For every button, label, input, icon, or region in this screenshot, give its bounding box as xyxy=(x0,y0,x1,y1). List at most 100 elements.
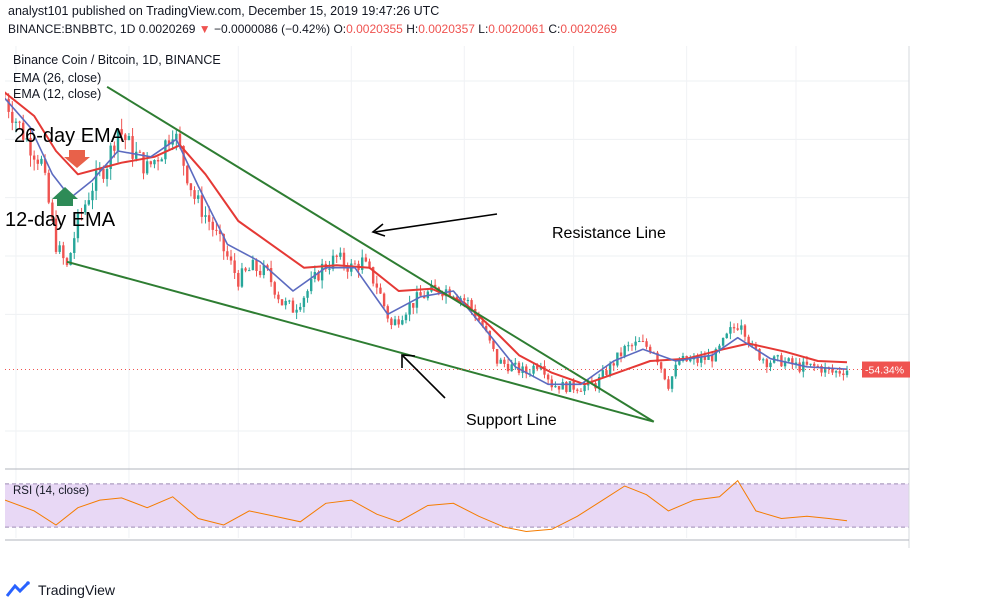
candle-body xyxy=(419,292,422,296)
symbol-ohlc-line: BINANCE:BNBBTC, 1D 0.0020269 ▼ −0.000008… xyxy=(8,22,617,36)
candle-body xyxy=(674,364,677,377)
candle-body xyxy=(794,362,798,365)
candle-body xyxy=(495,348,499,364)
candle-body xyxy=(273,282,276,295)
candle-body xyxy=(408,303,411,315)
candle-body xyxy=(707,354,710,360)
candle-body xyxy=(813,363,816,366)
candle-body xyxy=(754,344,758,349)
candle-body xyxy=(393,319,397,326)
candle-body xyxy=(503,359,506,364)
candle-body xyxy=(576,389,579,391)
candle-body xyxy=(353,263,357,265)
candle-body xyxy=(262,265,266,276)
candle-body xyxy=(484,326,488,331)
candle-body xyxy=(211,221,214,230)
candle-body xyxy=(138,151,142,153)
candle-body xyxy=(302,297,306,307)
candle-body xyxy=(470,300,473,310)
candle-body xyxy=(747,336,750,345)
price-chart[interactable]: 0.00450000.00400000.00350000.00300000.00… xyxy=(5,46,910,548)
candle-body xyxy=(659,362,663,369)
candle-body xyxy=(222,233,225,252)
candle-body xyxy=(641,341,645,343)
candle-body xyxy=(663,368,666,380)
candle-body xyxy=(572,381,575,390)
candle-body xyxy=(207,215,211,222)
candle-body xyxy=(845,370,849,376)
ema26-annotation: 26-day EMA xyxy=(14,125,125,147)
candle-body xyxy=(670,376,674,389)
candle-body xyxy=(492,340,495,349)
ema-lines xyxy=(5,91,848,386)
resistance-annotation: Resistance Line xyxy=(552,225,666,242)
candle-body xyxy=(546,374,550,380)
candle-body xyxy=(186,165,189,184)
candle-body xyxy=(627,345,630,347)
candle-body xyxy=(309,278,313,292)
candle-body xyxy=(645,341,648,347)
axes: 0.00450000.00400000.00350000.00300000.00… xyxy=(5,46,910,548)
candle-body xyxy=(397,319,400,325)
candle-body xyxy=(291,300,295,313)
candle-body xyxy=(335,255,338,257)
candle-body xyxy=(725,333,728,339)
candle-body xyxy=(269,268,273,283)
candle-body xyxy=(371,267,375,284)
candle-body xyxy=(306,291,309,298)
candle-body xyxy=(237,272,240,287)
candle-body xyxy=(838,371,841,374)
candle-body xyxy=(127,136,131,141)
candle-body xyxy=(568,381,572,392)
candle-body xyxy=(601,370,605,378)
candle-body xyxy=(258,270,262,276)
candle-body xyxy=(124,134,127,141)
up-arrow-marker-icon xyxy=(52,187,78,206)
candle-body xyxy=(131,136,134,159)
candle-body xyxy=(178,133,182,147)
candle-body xyxy=(277,294,280,300)
rsi-label: RSI (14, close) xyxy=(13,485,89,497)
candle-body xyxy=(831,368,834,373)
candle-body xyxy=(102,168,105,179)
candle-body xyxy=(481,320,484,327)
candle-body xyxy=(379,287,382,294)
candle-body xyxy=(805,361,809,365)
candle-body xyxy=(390,318,393,326)
candle-body xyxy=(229,256,233,261)
candle-body xyxy=(608,363,612,376)
footer[interactable]: TradingView xyxy=(6,581,115,599)
candle-body xyxy=(105,168,109,179)
candle-body xyxy=(331,255,335,269)
candle-body xyxy=(506,363,510,372)
candle-body xyxy=(284,300,287,306)
candle-body xyxy=(91,190,94,201)
candle-body xyxy=(167,140,171,145)
candle-body xyxy=(80,212,83,214)
candle-body xyxy=(769,362,772,368)
candle-body xyxy=(47,172,50,203)
candle-body xyxy=(87,200,91,205)
candle-body xyxy=(816,365,820,367)
candle-body xyxy=(798,362,801,372)
candle-body xyxy=(175,133,178,140)
candle-body xyxy=(215,229,218,231)
candle-body xyxy=(145,161,149,174)
candle-body xyxy=(7,98,10,112)
candle-body xyxy=(776,355,779,357)
candle-body xyxy=(834,371,838,373)
candle-body xyxy=(543,366,546,375)
candle-body xyxy=(477,317,481,321)
price-badge: -54.34% xyxy=(5,361,910,378)
candle-body xyxy=(441,292,444,297)
grid xyxy=(5,46,910,538)
open-value: 0.0020355 xyxy=(346,22,403,36)
candle-body xyxy=(149,161,153,165)
rsi-line xyxy=(5,479,848,533)
candle-body xyxy=(317,272,320,281)
candle-body xyxy=(255,259,258,271)
candle-body xyxy=(499,359,502,364)
candle-body xyxy=(597,377,601,389)
open-label: O: xyxy=(333,22,347,36)
candle-body xyxy=(160,159,163,162)
